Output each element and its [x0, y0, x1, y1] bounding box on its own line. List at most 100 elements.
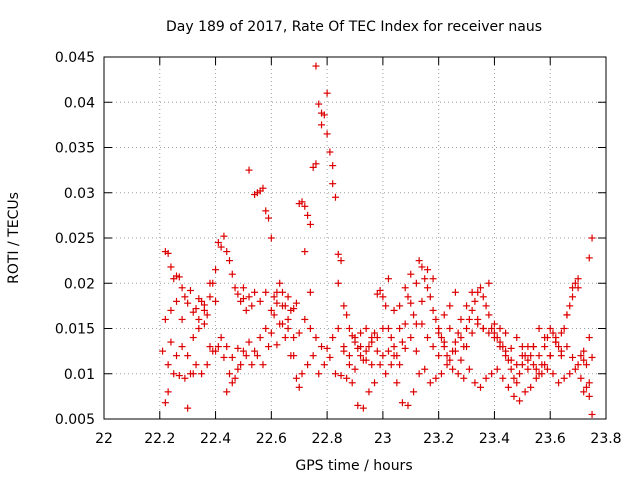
- data-point: [195, 315, 203, 323]
- data-point: [312, 62, 320, 70]
- data-point: [396, 302, 404, 310]
- data-point: [256, 297, 264, 305]
- data-point: [170, 370, 178, 378]
- data-point: [457, 356, 465, 364]
- data-point: [504, 383, 512, 391]
- data-point: [585, 334, 593, 342]
- data-point: [184, 404, 192, 412]
- data-point: [463, 343, 471, 351]
- data-point: [315, 100, 323, 108]
- data-point: [348, 379, 356, 387]
- data-point: [507, 344, 515, 352]
- data-point: [276, 279, 284, 287]
- data-point: [223, 343, 231, 351]
- data-point: [588, 234, 596, 242]
- data-point: [331, 193, 339, 201]
- data-point: [446, 325, 454, 332]
- data-point: [284, 315, 292, 323]
- data-point: [535, 352, 543, 360]
- data-point: [331, 370, 339, 378]
- data-point: [580, 388, 588, 396]
- data-point: [273, 299, 281, 307]
- data-point: [460, 374, 468, 382]
- data-point: [334, 250, 342, 258]
- data-point: [532, 365, 540, 373]
- data-point: [292, 299, 300, 307]
- data-point: [373, 347, 381, 355]
- data-point: [354, 401, 362, 409]
- x-tick-label: 23.6: [535, 431, 566, 447]
- data-point: [306, 220, 314, 228]
- data-point: [192, 305, 200, 313]
- data-point: [312, 334, 320, 342]
- data-point: [306, 288, 314, 296]
- data-point: [175, 273, 183, 281]
- data-point: [318, 343, 326, 351]
- data-point: [340, 347, 348, 355]
- data-point: [429, 343, 437, 351]
- data-point: [343, 374, 351, 382]
- data-point: [571, 365, 579, 373]
- data-point: [482, 374, 490, 382]
- data-point: [248, 302, 256, 310]
- data-point: [424, 334, 432, 342]
- data-point: [421, 365, 429, 373]
- y-tick-label: 0.005: [55, 412, 95, 428]
- data-point: [189, 334, 197, 342]
- data-point: [555, 343, 563, 351]
- data-point: [309, 352, 317, 360]
- y-tick-label: 0.03: [64, 186, 95, 202]
- data-point: [234, 290, 242, 298]
- data-point: [248, 361, 256, 369]
- data-point: [270, 311, 278, 319]
- data-point: [239, 295, 247, 303]
- data-point: [527, 352, 535, 360]
- data-point: [588, 410, 596, 418]
- data-point: [451, 288, 459, 296]
- data-point: [415, 370, 423, 378]
- data-point: [334, 279, 342, 287]
- data-point: [437, 334, 445, 342]
- data-point: [563, 343, 571, 351]
- data-point: [357, 352, 365, 360]
- data-point: [301, 248, 309, 256]
- data-point: [379, 352, 387, 360]
- data-point: [510, 392, 518, 400]
- data-point: [167, 306, 175, 314]
- data-point: [496, 325, 504, 332]
- data-point: [362, 325, 370, 332]
- data-point: [343, 311, 351, 319]
- data-point: [538, 370, 546, 378]
- y-tick-label: 0.015: [55, 322, 95, 338]
- data-point: [189, 308, 197, 316]
- data-point: [164, 388, 172, 396]
- data-point: [454, 329, 462, 337]
- data-point: [351, 365, 359, 373]
- data-point: [178, 315, 186, 323]
- data-point: [273, 341, 281, 349]
- data-point: [588, 353, 596, 361]
- data-point: [220, 353, 228, 361]
- data-point: [410, 388, 418, 396]
- data-point: [262, 207, 270, 215]
- y-axis-label: ROTI / TECUs: [6, 192, 22, 284]
- data-point: [407, 270, 415, 278]
- data-point: [304, 211, 312, 219]
- data-point: [426, 379, 434, 387]
- data-point: [167, 263, 175, 271]
- data-point: [390, 306, 398, 314]
- data-point: [245, 293, 253, 301]
- data-point: [407, 334, 415, 342]
- data-point: [390, 343, 398, 351]
- data-point: [435, 329, 443, 337]
- data-point: [323, 89, 331, 97]
- data-point: [368, 338, 376, 346]
- roti-data-series: [159, 62, 596, 418]
- data-point: [242, 352, 250, 360]
- data-point: [267, 329, 275, 337]
- data-point: [259, 184, 267, 192]
- data-point: [585, 254, 593, 262]
- data-point: [214, 343, 222, 351]
- data-point: [203, 311, 211, 319]
- data-point: [488, 370, 496, 378]
